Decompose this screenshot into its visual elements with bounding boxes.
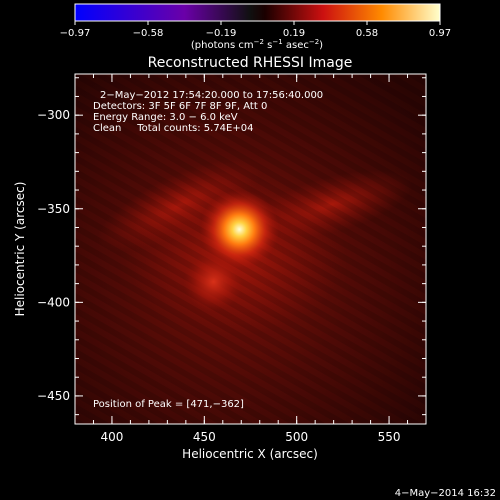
annotations: 2−May−2012 17:54:20.000 to 17:56:40.000 … [93,90,323,410]
energy-range-text: Energy Range: 3.0 − 6.0 keV [93,112,238,123]
colorbar-tick-label: −0.97 [60,28,91,39]
rhessi-image [75,74,426,424]
x-tick-label: 500 [285,430,308,444]
colorbar-tick-label: −0.58 [133,28,164,39]
time-range-text: 2−May−2012 17:54:20.000 to 17:56:40.000 [100,90,323,101]
secondary-source [183,251,244,312]
y-axis-label: Heliocentric Y (arcsec) [13,182,27,317]
colorbar-unit-label: (photons cm−2 s−1 asec−2) [191,38,323,51]
y-tick-label: −400 [37,295,70,309]
colorbar: −0.97 −0.58 −0.19 0.19 0.58 0.97 (photons cm−… [60,3,451,51]
peak-position-text: Position of Peak = [471,−362] [93,399,244,410]
x-axis: 400 450 500 550 [74,74,427,444]
x-tick-label: 450 [193,430,216,444]
colorbar-tick-label: −0.19 [206,28,237,39]
colorbar-tick-label: 0.58 [356,28,378,39]
plot-title: Reconstructed RHESSI Image [148,55,353,71]
primary-source [199,189,280,270]
detectors-text: Detectors: 3F 5F 6F 7F 8F 9F, Att 0 [93,101,267,112]
plot-frame [74,73,427,425]
emission-sources [183,189,280,312]
footer-date: 4−May−2014 16:32 [395,488,496,499]
colorbar-gradient [74,3,441,22]
x-tick-label: 550 [378,430,401,444]
colorbar-tick-label: 0.19 [283,28,305,39]
y-tick-label: −350 [37,202,70,216]
y-axis: −300 −350 −400 −450 [37,77,426,416]
x-tick-label: 400 [100,430,123,444]
y-tick-label: −450 [37,389,70,403]
clean-counts-text: Clean Total counts: 5.74E+04 [93,123,253,134]
colorbar-tick-label: 0.97 [429,28,451,39]
y-tick-label: −300 [37,108,70,122]
colorbar-ticks: −0.97 −0.58 −0.19 0.19 0.58 0.97 [60,21,451,39]
x-axis-label: Heliocentric X (arcsec) [182,447,318,461]
